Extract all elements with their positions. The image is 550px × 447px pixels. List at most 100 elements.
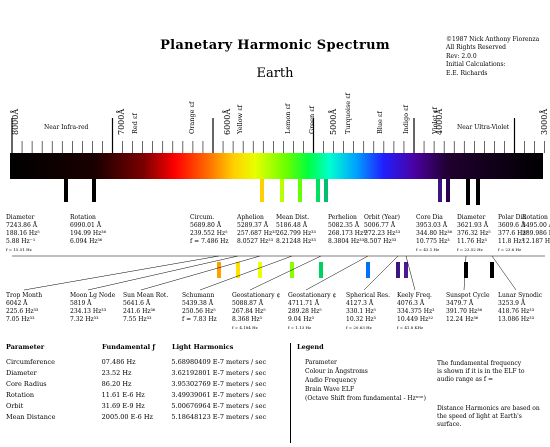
marker-leader-line — [363, 255, 399, 291]
marker-leader-line — [87, 255, 239, 291]
top-marker-bar — [438, 179, 442, 202]
table-row: Orbit 31.69 E-9 Hz 5.00676964 E-7 meters /… — [6, 401, 291, 412]
planet-name: Earth — [256, 66, 294, 81]
bottom-marker-label: Geostationary ¢ 4711.71 Å 289.28 Hz⁵ 9.04 H… — [288, 292, 337, 330]
table-row: Rotation 11.61 E-6 Hz 3.49939061 E-7 meter… — [6, 390, 291, 401]
top-marker-label: Perhelion 5082.35 Å 268.173 Hz³³ 8.3804 Hz³… — [328, 214, 368, 245]
top-marker-label: Orbit (Year) 5006.77 Å 272.23 Hz³³ 8.507 Hz… — [364, 214, 401, 245]
legend-items: Parameter Colour in Ångstroms Audio Freq… — [305, 358, 426, 403]
bottom-marker-label: Spherical Res. 4127.3 Å 330.1 Hz⁵ 10.32 Hz³… — [346, 292, 390, 330]
table-cell: 31.69 E-9 Hz — [101, 402, 145, 410]
color-region-label: Lemon εf — [284, 103, 292, 134]
marker-leader-line — [405, 255, 416, 291]
bottom-marker-label: Schumann 5439.38 Å 250.56 Hz⁵ f = 7.83 Hz — [182, 292, 217, 323]
top-marker-bar — [298, 179, 302, 202]
top-marker-label: Rotation 6990.01 Å 194.99 Hz³⁶ 6.094 Hz³⁶ — [70, 214, 107, 245]
table-cell: Mean Distance — [6, 413, 56, 421]
divider — [290, 343, 291, 443]
bottom-marker-bar — [366, 262, 370, 278]
table-cell: Orbit — [6, 402, 24, 410]
table-cell: 3.62192801 E-7 meters / sec — [171, 369, 267, 377]
top-marker-label: Mean Dist. 5186.48 Å 262.799 Hz³³ 8.21248 H… — [276, 214, 316, 245]
bottom-marker-label: Sunspot Cycle 3479.7 Å 391.70 Hz³⁶ 12.24 Hz… — [446, 292, 490, 323]
top-marker-bar — [64, 179, 68, 202]
table-cell: 5.00676964 E-7 meters / sec — [171, 402, 267, 410]
top-marker-bar — [446, 179, 450, 202]
note-line: The fundamental frequency — [437, 360, 522, 367]
bottom-marker-bar — [217, 262, 221, 278]
marker-leader-line — [491, 255, 517, 291]
col-parameter: Parameter — [6, 343, 45, 351]
wavelength-scale-label: 6000Å — [223, 108, 232, 135]
top-marker-label: Diameter 7243.86 Å 188.16 Hz⁵ 5.88 Hz⁻¹ f = … — [6, 214, 40, 252]
table-cell: 3.49939061 E-7 meters / sec — [171, 391, 267, 399]
top-marker-bars — [64, 179, 480, 205]
bottom-marker-label: Trop Month 6042 Å 225.6 Hz³³ 7.05 Hz³³ — [6, 292, 43, 323]
color-region-label: Orange εf — [188, 101, 196, 134]
bottom-marker-label: Geostationary ¢ 5088.87 Å 267.84 Hz⁵ 8.368 … — [232, 292, 281, 330]
copyright-line: ©1987 Nick Anthony Fiorenza — [446, 36, 540, 43]
marker-leader-line — [23, 255, 220, 291]
top-marker-bar — [476, 179, 480, 205]
note-line: is shown if it is in the ELF to — [437, 368, 525, 375]
legend-item: Audio Frequency — [305, 377, 357, 384]
spectrum-diagram — [10, 118, 545, 291]
color-region-label: Indigo εf — [402, 105, 410, 134]
table-cell: Diameter — [6, 369, 37, 377]
top-marker-bar — [92, 179, 96, 202]
legend-note-fundamental: The fundamental frequency is shown if it… — [437, 360, 524, 384]
note-line: the speed of light at Earth's surface. — [437, 413, 522, 428]
legend-item: Parameter — [305, 359, 337, 366]
legend: Legend Parameter Colour in Ångstroms Aud… — [297, 343, 547, 428]
bottom-marker-bar — [236, 262, 240, 278]
bottom-marker-bar — [404, 262, 408, 278]
color-region-label: Blue εf — [376, 111, 384, 134]
bottom-marker-label: Lunar Synodic 3253.9 Å 418.76 Hz³³ 13.086 H… — [498, 292, 543, 323]
table-cell: 86.20 Hz — [101, 380, 132, 388]
bottom-marker-label: Moon Lg Node 5819 Å 234.13 Hz³³ 7.32 Hz³³ — [70, 292, 116, 323]
legend-note-distance: Distance Harmonics are based on the spee… — [437, 405, 547, 429]
bottom-marker-bar — [319, 262, 323, 278]
marker-leader-line — [305, 255, 369, 291]
note-line: audio range as f = — [437, 376, 494, 383]
wavelength-scale-label: 5000Å — [329, 108, 338, 135]
table-row: Core Radius 86.20 Hz 3.95302769 E-7 meters… — [6, 379, 291, 390]
color-region-label: Violet εf — [431, 107, 439, 134]
legend-item: Colour in Ångstroms — [305, 368, 368, 375]
table-cell: Circumference — [6, 358, 56, 366]
page-title: Planetary Harmonic Spectrum — [160, 38, 390, 53]
spectrum-bar — [10, 153, 543, 179]
table-row: Circumference 07.486 Hz 5.68980409 E-7 met… — [6, 357, 291, 368]
color-region-label: Turquoise εf — [344, 93, 352, 134]
wavelength-scale-label: 8000Å — [11, 108, 20, 135]
marker-leader-line — [249, 255, 322, 291]
legend-title: Legend — [297, 343, 324, 351]
legend-item: (Octave Shift from fundamental - Hzⁿⁿⁿ) — [305, 395, 426, 402]
bottom-marker-bar — [258, 262, 262, 278]
note-line: Distance Harmonics are based on — [437, 405, 540, 412]
wavelength-scale-label: 3000Å — [540, 108, 549, 135]
top-marker-bar — [466, 179, 470, 205]
table-row: Diameter 23.52 Hz 3.62192801 E-7 meters / … — [6, 368, 291, 379]
top-marker-label: Polar Dia 3609.6 Å 377.6 Hz⁵ 11.8 Hz³ f = 23… — [498, 214, 528, 252]
bottom-marker-label: Sun Mean Rot. 5641.6 Å 241.6 Hz³⁶ 7.55 Hz³³ — [123, 292, 169, 323]
top-marker-label: Core Dia 3953.03 Å 344.80 Hz³⁶ 10.775 Hz³ f … — [416, 214, 453, 252]
color-region-label: Green εf — [308, 105, 316, 134]
bottom-marker-bar — [490, 262, 494, 278]
top-marker-label: Aphelion 5289.37 Å 257.687 Hz³³ 8.0527 Hz³³ — [237, 214, 277, 245]
copyright-line: Rev: 2.0.0 — [446, 52, 477, 60]
copyright-line: E.E. Richards — [446, 69, 488, 77]
copyright-line: Initial Calculations: — [446, 61, 506, 69]
top-marker-label: Circum. 5689.80 Å 239.552 Hz⁵ f = 7.486 Hz — [190, 214, 229, 245]
table-row: Mean Distance 2005.00 E-6 Hz 5.18648123 E-… — [6, 412, 291, 423]
legend-item: Brain Wave ELF — [305, 386, 355, 393]
bottom-marker-bar — [396, 262, 400, 278]
top-marker-bar — [280, 179, 284, 202]
table-cell: Core Radius — [6, 380, 47, 388]
top-marker-bar — [316, 179, 320, 202]
col-light-harmonics: Light Harmonics — [172, 343, 234, 351]
table-cell: 2005.00 E-6 Hz — [101, 413, 153, 421]
scale-ticks — [11, 118, 545, 153]
bottom-marker-bars — [12, 255, 545, 291]
